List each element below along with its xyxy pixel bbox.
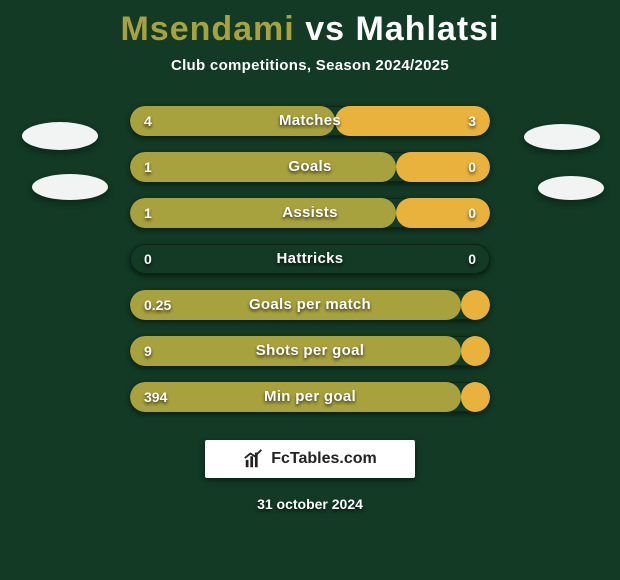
value-left: 1 [144, 152, 152, 182]
date-label: 31 october 2024 [0, 496, 620, 512]
value-right: 0 [468, 152, 476, 182]
decorative-ellipse [524, 124, 600, 150]
value-left: 394 [144, 382, 167, 412]
stat-label: Assists [130, 198, 490, 228]
stat-row: Goals1 0 [130, 152, 490, 182]
value-left: 1 [144, 198, 152, 228]
stat-label: Min per goal [130, 382, 490, 412]
stat-row: Hattricks0 0 [130, 244, 490, 274]
subtitle: Club competitions, Season 2024/2025 [0, 57, 620, 74]
stat-row: Goals per match0.25 [130, 290, 490, 320]
stat-row: Assists1 0 [130, 198, 490, 228]
player2-name: Mahlatsi [355, 10, 499, 48]
value-left: 0 [144, 244, 152, 274]
decorative-ellipse [22, 122, 98, 150]
stat-row: Matches4 3 [130, 106, 490, 136]
stats-container: Matches43Goals10Assists10Hattricks00Goal… [0, 106, 620, 412]
comparison-title: Msendami vs Mahlatsi [0, 0, 620, 49]
decorative-ellipse [538, 176, 604, 200]
source-text: FcTables.com [271, 450, 377, 468]
value-left: 4 [144, 106, 152, 136]
stat-label: Hattricks [130, 244, 490, 274]
stat-label: Matches [130, 106, 490, 136]
player1-name: Msendami [120, 10, 294, 48]
decorative-ellipse [32, 174, 108, 200]
value-right: 0 [468, 244, 476, 274]
stat-label: Shots per goal [130, 336, 490, 366]
value-left: 0.25 [144, 290, 171, 320]
chart-icon [243, 448, 265, 470]
stat-label: Goals [130, 152, 490, 182]
source-badge: FcTables.com [205, 440, 415, 478]
stat-row: Shots per goal9 [130, 336, 490, 366]
value-left: 9 [144, 336, 152, 366]
stat-label: Goals per match [130, 290, 490, 320]
stat-row: Min per goal394 [130, 382, 490, 412]
value-right: 3 [468, 106, 476, 136]
title-vs: vs [305, 10, 345, 48]
value-right: 0 [468, 198, 476, 228]
